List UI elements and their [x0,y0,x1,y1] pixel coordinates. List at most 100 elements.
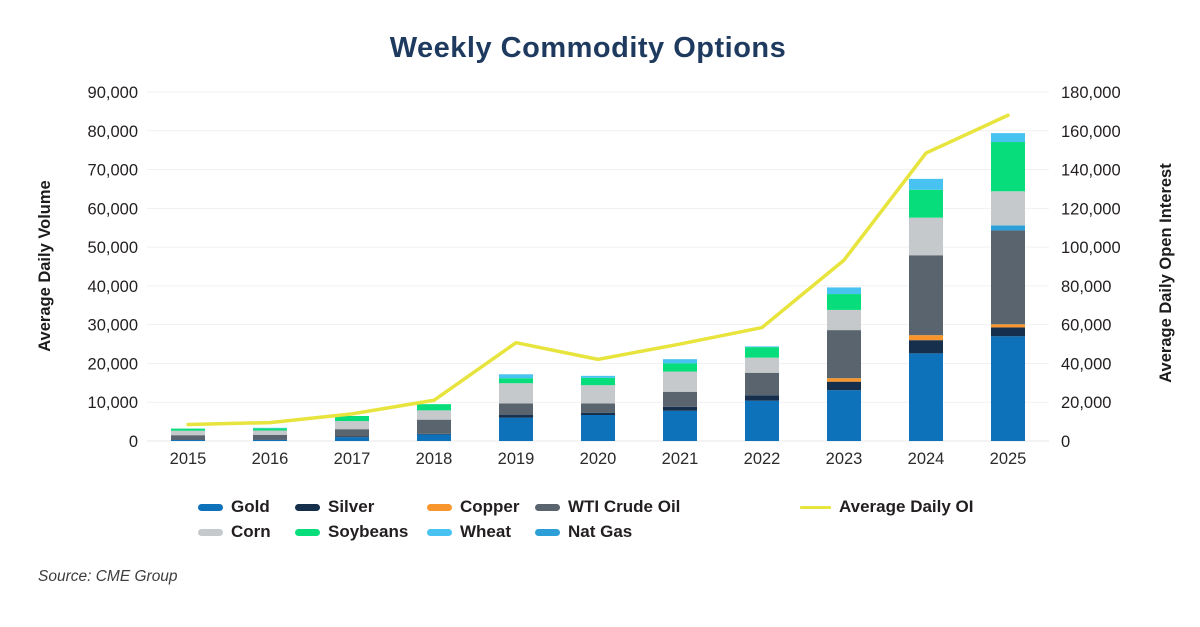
bar-segment-wti-crude-oil-2020 [581,403,615,413]
bar-segment-silver-2024 [909,340,943,354]
legend-label-copper: Copper [460,497,520,516]
bar-segment-wheat-2020 [581,375,615,378]
bar-segment-copper-2024 [909,335,943,341]
bar-segment-soybeans-2017 [335,415,369,422]
right-axis-tick-label: 100,000 [1061,239,1121,257]
x-axis-label-2015: 2015 [170,450,207,468]
x-axis-label-2017: 2017 [334,450,371,468]
bar-segment-gold-2015 [171,440,205,441]
bar-segment-wheat-2025 [991,133,1025,143]
bar-segment-gold-2019 [499,417,533,441]
bar-segment-corn-2021 [663,371,697,392]
bar-segment-corn-2018 [417,410,451,420]
right-axis-tick-label: 60,000 [1061,317,1111,335]
bar-segment-soybeans-2016 [253,428,287,431]
bar-segment-gold-2018 [417,434,451,441]
legend-swatch-wti-crude-oil [535,503,560,511]
legend-item-soybeans[interactable]: Soybeans [295,522,408,542]
legend-swatch-soybeans [295,528,320,536]
x-axis-label-2016: 2016 [252,450,289,468]
bar-segment-silver-2020 [581,412,615,416]
bar-segment-wti-crude-oil-2021 [663,391,697,407]
x-axis-label-2020: 2020 [580,450,617,468]
right-axis-tick-label: 40,000 [1061,355,1111,373]
bar-segment-soybeans-2025 [991,142,1025,192]
bar-segment-wti-crude-oil-2025 [991,230,1025,325]
bar-segment-gold-2021 [663,410,697,441]
bar-segment-gold-2016 [253,439,287,441]
bar-segment-corn-2025 [991,191,1025,226]
average-daily-oi-line [186,113,1010,427]
bar-segment-gold-2023 [827,390,861,441]
bar-segment-silver-2021 [663,406,697,411]
bar-segment-silver-2017 [335,436,369,438]
legend-swatch-silver [295,503,320,511]
bar-segment-soybeans-2024 [909,189,943,218]
left-axis-tick-label: 40,000 [88,278,138,296]
bar-segment-soybeans-2018 [417,404,451,411]
bar-segment-wti-crude-oil-2017 [335,429,369,437]
bar-segment-wti-crude-oil-2016 [253,434,287,440]
legend-swatch-nat-gas [535,528,560,536]
bar-segment-wti-crude-oil-2015 [171,435,205,440]
bar-segment-corn-2020 [581,385,615,404]
legend-item-average-daily-oi[interactable]: Average Daily OI [800,497,974,517]
x-axis-label-2021: 2021 [662,450,699,468]
legend-item-silver[interactable]: Silver [295,497,374,517]
bar-segment-wheat-2024 [909,178,943,190]
right-axis-tick-label: 180,000 [1061,84,1121,102]
right-axis-tick-label: 160,000 [1061,123,1121,141]
left-axis-tick-label: 90,000 [88,84,138,102]
bar-segment-soybeans-2015 [171,428,205,431]
bar-segment-corn-2024 [909,217,943,256]
legend-item-wheat[interactable]: Wheat [427,522,511,542]
left-axis-tick-label: 20,000 [88,355,138,373]
bar-segment-wti-crude-oil-2024 [909,255,943,336]
bar-segment-wheat-2021 [663,359,697,364]
x-axis-label-2025: 2025 [990,450,1027,468]
right-axis-tick-label: 140,000 [1061,162,1121,180]
legend-label-average-daily-oi: Average Daily OI [839,497,974,516]
legend-swatch-copper [427,503,452,511]
legend-label-wti-crude-oil: WTI Crude Oil [568,497,681,516]
x-axis-label-2022: 2022 [744,450,781,468]
legend-label-gold: Gold [231,497,270,516]
legend-label-nat-gas: Nat Gas [568,522,633,541]
legend-label-soybeans: Soybeans [328,522,409,541]
legend-swatch-gold [198,503,223,511]
left-axis-tick-label: 30,000 [88,317,138,335]
bar-segment-silver-2023 [827,381,861,391]
bar-segment-gold-2020 [581,415,615,441]
bar-segment-copper-2025 [991,324,1025,328]
legend-item-nat-gas[interactable]: Nat Gas [535,522,632,542]
bar-segment-silver-2018 [417,433,451,435]
legend-item-copper[interactable]: Copper [427,497,520,517]
legend-item-gold[interactable]: Gold [198,497,270,517]
left-axis-tick-label: 70,000 [88,162,138,180]
left-axis-tick-label: 60,000 [88,200,138,218]
bar-segment-wti-crude-oil-2023 [827,330,861,379]
bar-segment-wti-crude-oil-2018 [417,419,451,434]
right-axis-title: Average Daily Open Interest [1157,163,1175,383]
chart-title: Weekly Commodity Options [389,32,787,64]
bar-segment-wti-crude-oil-2022 [745,372,779,396]
bar-segment-corn-2017 [335,421,369,430]
bar-segment-gold-2025 [991,336,1025,441]
bar-segment-gold-2017 [335,437,369,441]
bar-segment-wheat-2019 [499,374,533,379]
right-axis-tick-label: 80,000 [1061,278,1111,296]
legend-item-corn[interactable]: Corn [198,522,271,542]
legend-label-wheat: Wheat [460,522,511,541]
legend-swatch-corn [198,528,223,536]
legend-label-corn: Corn [231,522,271,541]
legend-swatch-average-daily-oi [800,505,831,509]
bar-segment-soybeans-2021 [663,363,697,372]
bar-segment-nat-gas-2025 [991,225,1025,231]
legend-item-wti-crude-oil[interactable]: WTI Crude Oil [535,497,680,517]
x-axis-label-2019: 2019 [498,450,535,468]
bar-segment-silver-2019 [499,415,533,418]
bar-segment-gold-2022 [745,400,779,441]
bar-segment-wheat-2023 [827,287,861,295]
